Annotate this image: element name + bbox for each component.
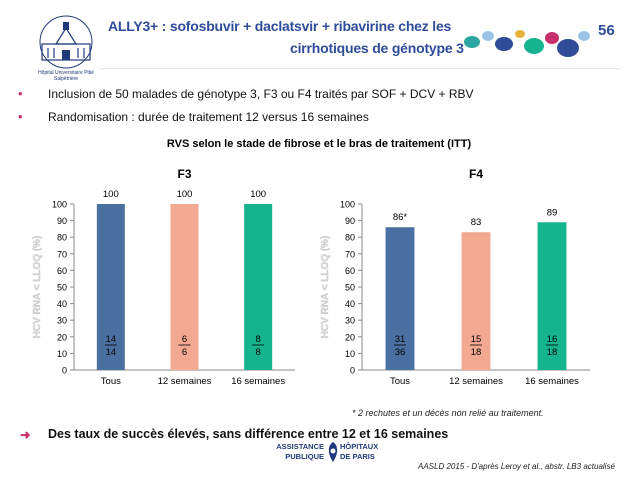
y-tick-label: 80: [345, 233, 355, 243]
decorative-shapes-icon: [464, 30, 590, 57]
bar: [244, 204, 273, 370]
logo-text: ASSISTANCE: [276, 442, 324, 451]
x-tick-label: 12 semaines: [158, 376, 212, 387]
y-axis-label: HCV RNA < LLOQ (%): [320, 236, 331, 339]
arrow-right-icon: ➜: [20, 428, 31, 442]
y-tick-label: 50: [345, 283, 355, 293]
header-divider: [100, 68, 620, 69]
bar-denominator: 36: [395, 347, 406, 358]
conclusion-text: Des taux de succès élevés, sans différen…: [48, 427, 449, 441]
chart-title: F3: [177, 167, 191, 181]
y-tick-label: 70: [345, 249, 355, 259]
y-tick-label: 60: [57, 266, 67, 276]
logo-text: DE PARIS: [340, 452, 375, 461]
x-tick-label: 16 semaines: [525, 376, 579, 387]
y-tick-label: 20: [345, 332, 355, 342]
conclusion: ➜ Des taux de succès élevés, sans différ…: [20, 427, 448, 442]
y-tick-label: 50: [57, 283, 67, 293]
y-tick-label: 100: [52, 200, 67, 210]
chart-title: F4: [469, 167, 483, 181]
ap-hp-logo: ASSISTANCE PUBLIQUE HÔPITAUX DE PARIS: [254, 441, 414, 465]
bar-denominator: 18: [547, 347, 558, 358]
slide-title-line2: cirrhotiques de génotype 3: [290, 40, 464, 56]
slide-title-line1: ALLY3+ : sofosbuvir + daclatsvir + ribav…: [108, 18, 452, 34]
ap-hp-emblem-icon: [328, 442, 338, 462]
y-tick-label: 30: [345, 316, 355, 326]
bar-denominator: 14: [106, 347, 117, 358]
chart-f3: F3 HCV RNA < LLOQ (%) 0 10 20 30 40 50 60 70 80 90 1…: [32, 167, 295, 387]
bar-value-label: 89: [547, 207, 558, 218]
bar-numerator: 16: [547, 334, 558, 345]
y-tick-label: 90: [345, 216, 355, 226]
bar-denominator: 8: [256, 347, 261, 358]
logo-caption: Hôpital Universitaire Pitié Salpêtrière: [38, 70, 94, 82]
chart-f4: F4 HCV RNA < LLOQ (%) 0 10 20 30 40 50 60 70 80 90 1…: [320, 167, 590, 387]
x-tick-label: Tous: [101, 376, 121, 387]
bullet-item: • Inclusion de 50 malades de génotype 3,…: [18, 86, 474, 102]
y-axis-label: HCV RNA < LLOQ (%): [32, 236, 43, 339]
y-tick-label: 0: [62, 366, 67, 376]
bullet-text: Inclusion de 50 malades de génotype 3, F…: [48, 87, 474, 101]
bar-numerator: 15: [471, 334, 482, 345]
x-tick-label: Tous: [390, 376, 410, 387]
y-tick-label: 40: [57, 299, 67, 309]
y-tick-label: 30: [57, 316, 67, 326]
bar-value-label: 100: [103, 189, 119, 200]
bar-value-label: 100: [250, 189, 266, 200]
hospital-building-icon: [39, 15, 93, 69]
bar: [461, 232, 491, 370]
y-tick-label: 10: [345, 349, 355, 359]
y-tick-label: 0: [350, 366, 355, 376]
bar-value-label: 83: [471, 217, 482, 228]
footnote: * 2 rechutes et un décès non relié au tr…: [352, 408, 544, 418]
bar-denominator: 18: [471, 347, 482, 358]
bar-numerator: 8: [256, 334, 261, 345]
bar-value-label: 100: [177, 189, 193, 200]
y-tick-label: 60: [345, 266, 355, 276]
bar-denominator: 6: [182, 347, 187, 358]
bar-numerator: 6: [182, 334, 187, 345]
bar-value-label: 86*: [393, 212, 408, 223]
y-tick-label: 40: [345, 299, 355, 309]
logo-text: PUBLIQUE: [285, 452, 324, 461]
bullet-item: • Randomisation : durée de traitement 12…: [18, 109, 369, 125]
bar-numerator: 14: [106, 334, 117, 345]
slide-number: 56: [598, 22, 615, 39]
bar: [170, 204, 199, 370]
y-tick-label: 100: [340, 200, 355, 210]
bullet-text: Randomisation : durée de traitement 12 v…: [48, 110, 369, 124]
y-tick-label: 20: [57, 332, 67, 342]
x-tick-label: 12 semaines: [449, 376, 503, 387]
bullet-icon: •: [18, 109, 23, 124]
bar-numerator: 31: [395, 334, 406, 345]
y-tick-label: 80: [57, 233, 67, 243]
bullet-icon: •: [18, 86, 23, 101]
bar: [96, 204, 125, 370]
x-tick-label: 16 semaines: [231, 376, 285, 387]
y-tick-label: 90: [57, 216, 67, 226]
y-tick-label: 10: [57, 349, 67, 359]
charts-title: RVS selon le stade de fibrose et le bras…: [166, 138, 472, 150]
hospital-logo: Hôpital Universitaire Pitié Salpêtrière: [30, 14, 102, 82]
y-tick-label: 70: [57, 249, 67, 259]
bar: [385, 227, 415, 370]
logo-text: HÔPITAUX: [340, 442, 379, 451]
source-citation: AASLD 2015 - D'après Leroy et al., abstr…: [418, 462, 615, 471]
